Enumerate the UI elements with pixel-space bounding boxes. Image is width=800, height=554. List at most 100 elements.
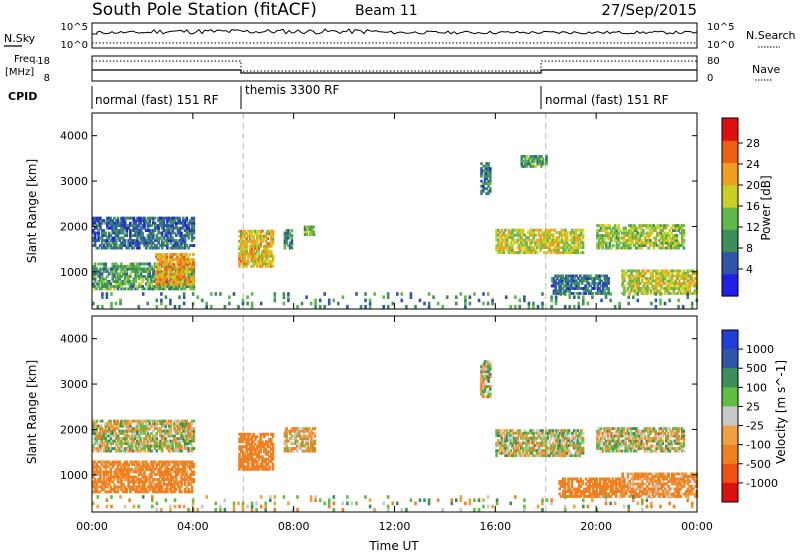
data-cell	[540, 162, 543, 166]
data-cell	[516, 228, 520, 232]
data-cell	[287, 229, 290, 232]
data-cell	[539, 449, 542, 453]
nsky-panel-frame	[91, 22, 698, 49]
data-cell	[580, 231, 583, 235]
data-cell	[312, 225, 316, 229]
data-cell	[97, 234, 100, 237]
data-cell	[118, 231, 122, 235]
data-cell	[176, 255, 179, 259]
data-cell	[106, 424, 109, 428]
data-cell	[285, 432, 288, 435]
data-cell	[659, 224, 663, 228]
data-cell	[598, 292, 601, 295]
data-cell	[122, 449, 125, 453]
data-cell	[137, 267, 141, 271]
data-cell	[684, 287, 688, 290]
data-cell	[598, 287, 601, 290]
data-cell	[123, 434, 127, 438]
data-cell	[645, 224, 649, 228]
data-cell	[167, 473, 171, 476]
data-cell	[565, 434, 569, 438]
data-cell	[186, 270, 190, 274]
data-cell	[155, 442, 159, 445]
data-cell	[180, 473, 183, 476]
data-cell	[569, 233, 572, 237]
data-cell	[308, 427, 311, 431]
data-cell	[252, 467, 255, 471]
freq-series-dotted	[92, 60, 697, 72]
data-cell	[125, 229, 129, 232]
data-cell	[109, 422, 113, 426]
data-cell	[178, 280, 181, 284]
data-cell	[125, 234, 129, 237]
data-cell	[311, 437, 315, 440]
data-cell	[502, 444, 505, 448]
data-cell	[157, 224, 160, 228]
data-cell	[111, 439, 114, 443]
data-cell	[679, 231, 682, 235]
data-cell	[653, 292, 656, 295]
data-cell	[573, 287, 577, 290]
data-cell	[673, 226, 677, 230]
data-cell	[111, 272, 114, 276]
data-cell	[544, 246, 548, 250]
data-cell	[127, 241, 130, 245]
data-cell	[148, 285, 152, 288]
data-cell	[505, 429, 509, 433]
data-cell	[557, 287, 561, 290]
data-cell	[114, 460, 118, 464]
data-cell	[513, 436, 516, 440]
data-cell	[134, 427, 137, 431]
data-cell	[630, 289, 633, 293]
data-cell	[601, 236, 605, 240]
data-cell	[544, 441, 548, 445]
data-cell	[623, 272, 626, 275]
data-cell	[173, 244, 176, 247]
data-cell	[122, 463, 125, 466]
data-cell	[571, 236, 574, 240]
data-cell	[250, 467, 254, 471]
data-cell	[176, 287, 180, 291]
data-cell	[116, 275, 120, 278]
data-cell	[248, 244, 252, 248]
data-cell	[238, 264, 241, 268]
data-cell	[160, 253, 163, 256]
data-cell	[620, 241, 624, 245]
data-cell	[144, 424, 148, 428]
data-cell	[129, 262, 132, 266]
data-cell	[132, 267, 136, 271]
data-cell	[684, 282, 688, 285]
data-cell	[116, 480, 120, 484]
data-cell	[511, 454, 514, 458]
data-cell	[132, 475, 136, 479]
data-cell	[596, 277, 600, 280]
data-cell	[170, 270, 174, 274]
data-cell	[97, 246, 100, 250]
data-cell	[134, 488, 137, 491]
data-cell	[562, 233, 565, 237]
data-cell	[573, 282, 577, 285]
data-cell	[552, 279, 556, 283]
data-cell	[677, 246, 680, 250]
power-colorbar-label: Power [dB]	[759, 175, 773, 240]
data-cell	[173, 231, 176, 235]
data-cell	[132, 219, 136, 223]
data-cell	[636, 244, 640, 247]
data-cell	[485, 172, 489, 176]
data-cell	[150, 229, 153, 232]
data-cell	[182, 270, 185, 273]
data-cell	[182, 234, 185, 237]
data-cell	[480, 380, 483, 384]
data-cell	[507, 246, 511, 250]
data-cell	[134, 434, 137, 438]
data-cell	[137, 246, 141, 250]
data-cell	[139, 449, 143, 453]
data-cell	[693, 292, 697, 295]
data-cell	[573, 441, 576, 445]
data-cell	[553, 444, 557, 448]
data-cell	[498, 241, 502, 245]
data-cell	[148, 442, 152, 445]
data-cell	[577, 304, 581, 309]
data-cell	[141, 219, 144, 223]
data-cell	[552, 292, 556, 295]
